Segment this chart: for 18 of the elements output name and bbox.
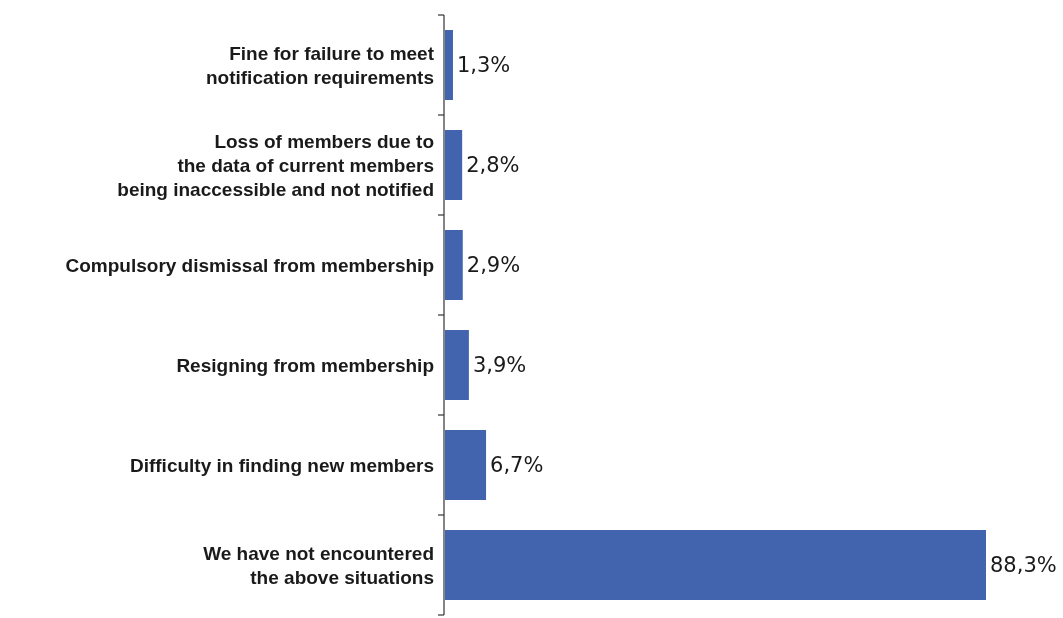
data-label: 1,3% — [456, 53, 511, 78]
bar — [445, 30, 453, 100]
bar — [445, 130, 463, 200]
bar — [445, 430, 487, 500]
y-tick-label: Compulsory dismissal from membership — [65, 254, 434, 276]
data-label: 3,9% — [472, 353, 527, 378]
y-tick-label: Loss of members due to the data of current members being inaccessible and not notified — [117, 130, 434, 200]
data-label: 6,7% — [490, 453, 544, 478]
y-tick-label: Resigning from membership — [176, 354, 434, 376]
data-label: 2,8% — [466, 153, 520, 178]
y-tick-label: We have not encountered the above situations — [203, 542, 434, 588]
bar — [445, 230, 463, 300]
bar — [445, 330, 469, 400]
data-label: 2,9% — [466, 253, 521, 278]
bar — [445, 530, 986, 600]
y-tick-label: Fine for failure to meet notification requirements — [205, 42, 435, 88]
data-label: 88,3% — [990, 553, 1057, 578]
y-tick-label: Difficulty in finding new members — [129, 454, 434, 476]
